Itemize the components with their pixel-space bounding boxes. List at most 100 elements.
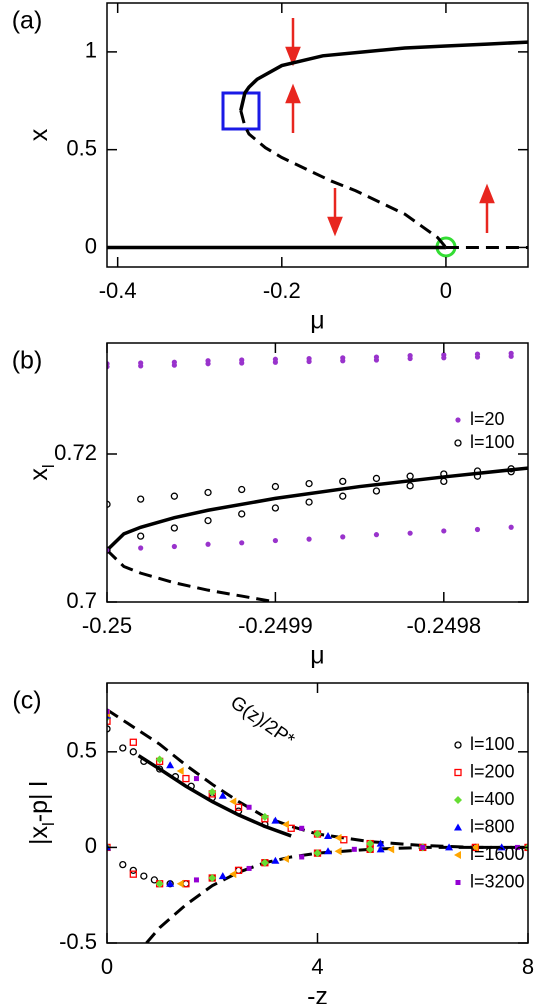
point	[119, 860, 127, 869]
point	[204, 516, 212, 525]
point	[299, 854, 305, 860]
y-tick-label: 0.72	[54, 440, 97, 465]
x-tick-label: 8	[522, 954, 534, 979]
point	[440, 470, 448, 478]
point	[339, 477, 347, 486]
point	[406, 482, 414, 490]
annotation: G(z)/2P*	[226, 692, 298, 751]
point	[441, 355, 447, 361]
curve	[137, 754, 292, 838]
point	[129, 748, 137, 756]
x-axis-label: -z	[307, 983, 328, 1004]
legend-marker	[455, 417, 461, 423]
point	[140, 757, 148, 766]
point	[239, 360, 245, 366]
point	[107, 500, 111, 508]
curve	[239, 40, 528, 111]
point	[187, 782, 195, 790]
y-axis-label-tail: -p| l	[25, 781, 53, 822]
point	[445, 843, 454, 851]
legend-label: l=400	[470, 789, 515, 809]
legend-label: l=200	[470, 761, 515, 781]
point	[271, 482, 280, 491]
point	[205, 361, 211, 367]
point	[281, 854, 289, 863]
point	[508, 353, 514, 359]
point	[238, 485, 246, 494]
point	[473, 472, 482, 480]
point	[229, 797, 237, 806]
y-axis-label: xl	[25, 464, 58, 480]
point	[508, 524, 514, 530]
y-tick-label: 0.5	[66, 135, 97, 160]
point	[239, 540, 245, 546]
point	[305, 498, 313, 506]
point	[373, 357, 380, 363]
point	[193, 877, 199, 883]
axes-frame	[106, 342, 529, 603]
arrow-head	[327, 216, 343, 237]
x-axis-label: μ	[310, 642, 324, 670]
y-axis-label-main: x	[25, 128, 53, 141]
legend-label: l=1600	[470, 844, 525, 864]
point	[334, 833, 342, 842]
point	[150, 876, 159, 884]
point	[272, 359, 278, 365]
decorations	[221, 18, 495, 258]
point	[193, 776, 199, 782]
point	[497, 843, 506, 851]
point	[170, 492, 179, 500]
x-tick-label: -0.2	[263, 278, 301, 303]
point	[340, 358, 346, 364]
point	[305, 479, 313, 488]
point	[170, 524, 179, 532]
point	[205, 541, 211, 547]
x-axis-label: μ	[310, 307, 324, 335]
y-axis-label-main: |x	[25, 826, 53, 845]
point	[376, 845, 385, 853]
point	[334, 847, 342, 856]
point	[107, 725, 111, 733]
arrow-head	[479, 183, 495, 204]
legend-label: l=100	[470, 734, 515, 754]
arrow-head	[285, 83, 301, 104]
point	[440, 477, 448, 486]
point	[129, 738, 137, 746]
flow-arrows	[285, 18, 495, 237]
point	[166, 879, 175, 887]
point	[171, 543, 177, 550]
curve	[107, 708, 528, 849]
point	[176, 766, 184, 775]
legend-marker	[454, 796, 462, 804]
point	[155, 879, 164, 888]
y-axis-label-sub: l	[39, 822, 58, 826]
x-tick-label: -0.2499	[238, 613, 313, 638]
legend-label: l=100	[470, 432, 515, 452]
point	[272, 537, 278, 544]
point	[260, 812, 269, 821]
point	[260, 858, 269, 867]
legend-marker	[454, 741, 462, 749]
point	[373, 532, 380, 538]
point	[119, 744, 127, 752]
x-tick-label: 0	[101, 954, 113, 979]
point	[271, 504, 280, 512]
point	[324, 831, 333, 839]
point	[155, 765, 164, 773]
point	[313, 849, 322, 858]
panel-label: (b)	[12, 347, 43, 375]
point	[137, 495, 145, 503]
plot-area	[107, 708, 528, 943]
point	[406, 472, 414, 480]
point	[514, 844, 520, 850]
point	[218, 872, 227, 880]
legend-label: l=800	[470, 816, 515, 836]
point	[387, 845, 395, 854]
arrow-head	[285, 46, 301, 67]
fold-box	[221, 91, 261, 131]
point	[366, 839, 375, 848]
y-axis-label-main: x	[25, 468, 53, 481]
point	[306, 536, 312, 542]
point	[351, 846, 357, 852]
